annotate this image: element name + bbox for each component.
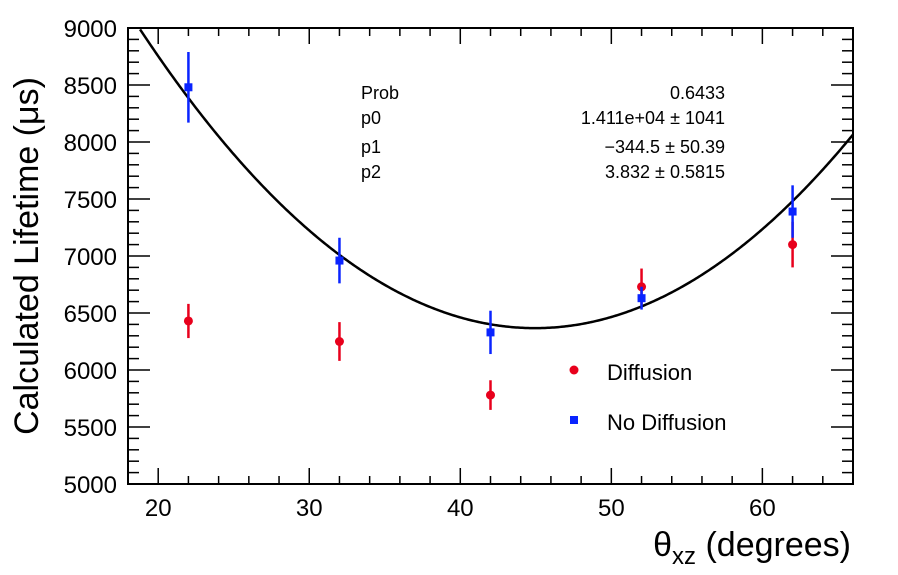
- y-tick-label: 6000: [64, 358, 117, 385]
- legend: Diffusion No Diffusion: [569, 360, 726, 435]
- stats-value-p1: −344.5 ± 50.39: [605, 137, 725, 157]
- x-axis-title-subscript: xz: [672, 543, 696, 570]
- y-tick-label: 7500: [64, 187, 117, 214]
- legend-marker-diffusion: [569, 365, 579, 375]
- x-tick-label: 40: [447, 495, 474, 522]
- stats-value-prob: 0.6433: [670, 83, 725, 103]
- data-point: [788, 240, 798, 250]
- data-point: [335, 256, 344, 265]
- stats-label-p1: p1: [361, 137, 381, 157]
- y-tick-label: 6500: [64, 301, 117, 328]
- legend-marker-no-diffusion: [570, 416, 578, 424]
- data-point: [183, 316, 193, 326]
- data-series: [183, 51, 798, 410]
- series-no-diffusion: [184, 51, 797, 355]
- stats-box: Prob 0.6433 p0 1.411e+04 ± 1041 p1 −344.…: [361, 83, 725, 182]
- data-point: [788, 207, 797, 216]
- y-tick-label: 5500: [64, 415, 117, 442]
- data-point: [184, 83, 193, 92]
- x-axis-title: θxz (degrees): [653, 526, 851, 570]
- y-tick-label: 8500: [64, 73, 117, 100]
- data-point: [334, 337, 344, 346]
- y-tick-label: 9000: [64, 16, 117, 43]
- x-tick-label: 50: [598, 495, 625, 522]
- x-axis-ticks: [127, 28, 854, 484]
- y-tick-label: 5000: [64, 472, 117, 499]
- x-axis-tick-labels: 20 30 40 50 60: [145, 495, 776, 522]
- stats-label-p0: p0: [361, 108, 381, 128]
- y-axis-title: Calculated Lifetime (μs): [8, 77, 46, 435]
- x-tick-label: 60: [749, 495, 776, 522]
- x-tick-label: 20: [145, 495, 172, 522]
- y-axis-tick-labels: 5000 5500 6000 6500 7000 7500 8000 8500 9000: [64, 16, 117, 499]
- stats-label-p2: p2: [361, 162, 381, 182]
- data-point: [637, 294, 646, 303]
- legend-label-no-diffusion: No Diffusion: [607, 410, 726, 435]
- legend-label-diffusion: Diffusion: [607, 360, 692, 385]
- data-point: [486, 328, 495, 337]
- y-axis-ticks: [128, 27, 853, 485]
- stats-label-prob: Prob: [361, 83, 399, 103]
- fit-curve: [139, 28, 854, 330]
- x-tick-label: 30: [296, 495, 323, 522]
- plot-frame: [127, 27, 854, 485]
- x-axis-title-main: θ: [653, 526, 672, 564]
- data-point: [486, 390, 495, 400]
- x-axis-title-rest: (degrees): [696, 526, 851, 564]
- stats-value-p2: 3.832 ± 0.5815: [605, 162, 725, 182]
- y-tick-label: 7000: [64, 244, 117, 271]
- stats-value-p0: 1.411e+04 ± 1041: [581, 108, 725, 128]
- y-tick-label: 8000: [64, 130, 117, 157]
